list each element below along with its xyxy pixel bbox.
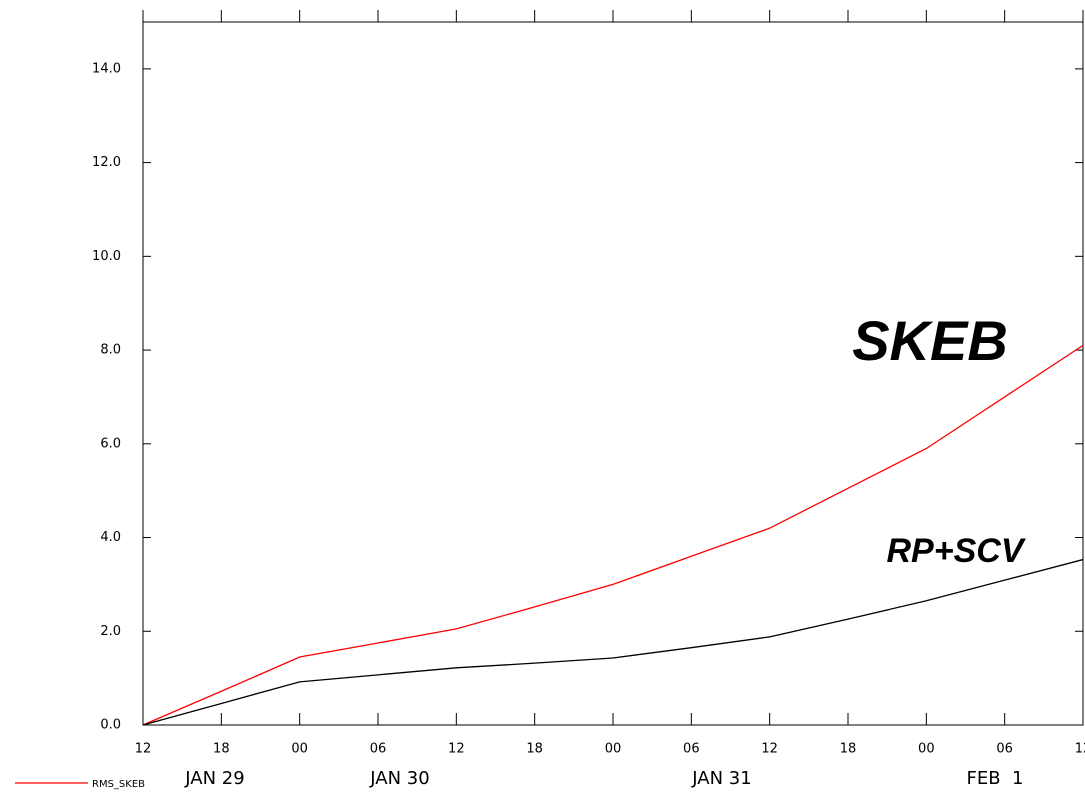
y-tick-label: 12.0: [92, 155, 121, 170]
annotation: RP+SCV: [887, 532, 1027, 570]
x-tick-label: 00: [605, 742, 622, 757]
series-line: [142, 344, 1084, 726]
x-tick-label: 12: [448, 742, 465, 757]
y-tick-label: 10.0: [92, 249, 121, 264]
annotation: SKEB: [852, 309, 1008, 372]
y-tick-label: 0.0: [100, 718, 121, 733]
x-tick-label: 00: [918, 742, 935, 757]
plot-frame: [142, 21, 1084, 726]
x-tick-label: 06: [370, 742, 387, 757]
y-tick-label: 2.0: [100, 624, 121, 639]
x-tick-label: 18: [526, 742, 543, 757]
x-date-label: JAN 30: [369, 768, 429, 789]
legend-label: RMS_SKEB: [92, 779, 145, 790]
x-date-label: FEB 1: [967, 768, 1024, 789]
x-tick-label: 12: [1075, 742, 1085, 757]
y-tick-label: 14.0: [92, 61, 121, 76]
x-tick-label: 18: [840, 742, 857, 757]
x-date-label: JAN 31: [691, 768, 751, 789]
x-date-label: JAN 29: [184, 768, 244, 789]
y-tick-label: 6.0: [100, 436, 121, 451]
y-tick-label: 4.0: [100, 530, 121, 545]
y-tick-label: 8.0: [100, 343, 121, 358]
x-tick-label: 12: [135, 742, 152, 757]
x-tick-label: 18: [213, 742, 230, 757]
x-tick-label: 12: [761, 742, 778, 757]
x-tick-label: 06: [996, 742, 1013, 757]
series-line: [142, 558, 1084, 726]
x-tick-label: 06: [683, 742, 700, 757]
x-tick-label: 00: [291, 742, 308, 757]
